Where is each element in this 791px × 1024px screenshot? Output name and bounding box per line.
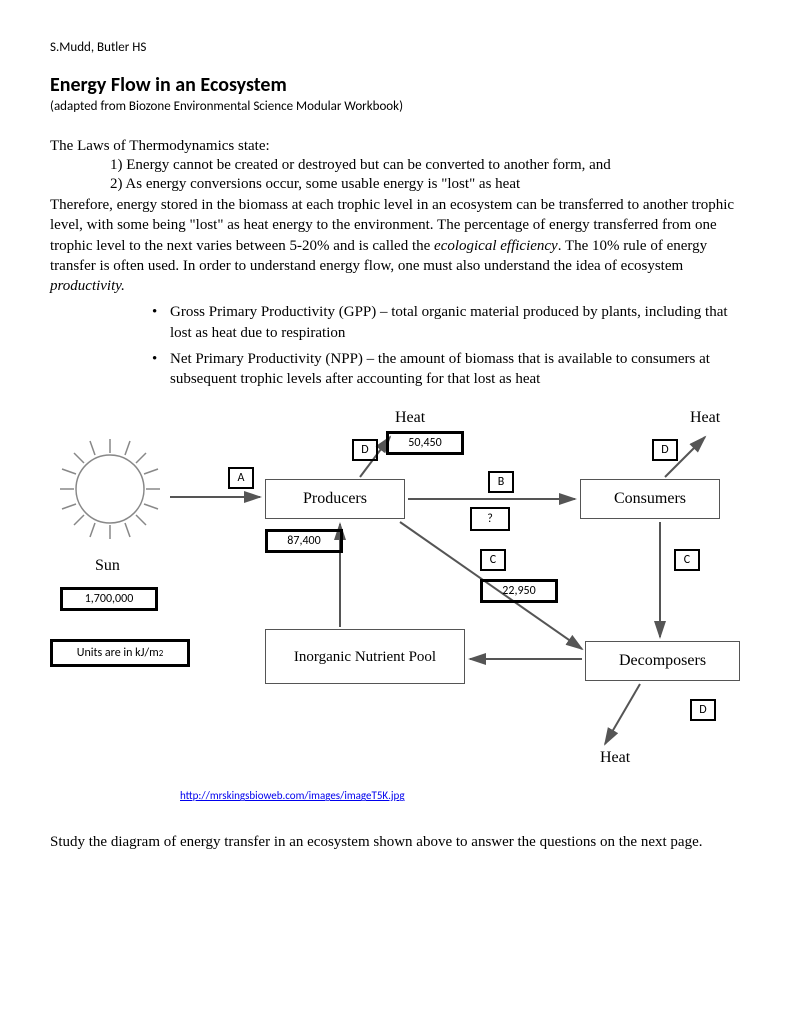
author-line: S.Mudd, Butler HS bbox=[50, 40, 741, 55]
bullet-gpp: Gross Primary Productivity (GPP) – total… bbox=[170, 302, 741, 343]
value-87400: 87,400 bbox=[265, 529, 343, 553]
source-link[interactable]: http://mrskingsbioweb.com/images/imageT5… bbox=[180, 789, 741, 802]
law-item-2: 2) As energy conversions occur, some usa… bbox=[110, 176, 741, 193]
label-d3: D bbox=[690, 699, 716, 721]
label-d1: D bbox=[352, 439, 378, 461]
units-sup: 2 bbox=[159, 648, 164, 659]
closing-text: Study the diagram of energy transfer in … bbox=[50, 832, 741, 852]
label-b: B bbox=[488, 471, 514, 493]
energy-flow-diagram: Sun Producers Consumers Inorganic Nutrie… bbox=[50, 409, 740, 779]
label-a: A bbox=[228, 467, 254, 489]
term-productivity: productivity. bbox=[50, 278, 125, 294]
bullet-npp: Net Primary Productivity (NPP) – the amo… bbox=[170, 349, 741, 390]
page-subtitle: (adapted from Biozone Environmental Scie… bbox=[50, 99, 741, 114]
body-paragraph: Therefore, energy stored in the biomass … bbox=[50, 195, 741, 296]
units-main: kJ/m bbox=[135, 646, 159, 660]
page-title: Energy Flow in an Ecosystem bbox=[50, 73, 741, 97]
units-prefix: Units are in bbox=[77, 646, 133, 660]
laws-intro: The Laws of Thermodynamics state: bbox=[50, 138, 741, 155]
value-1700000: 1,700,000 bbox=[60, 587, 158, 611]
label-question: ? bbox=[470, 507, 510, 531]
term-ecological-efficiency: ecological efficiency bbox=[434, 238, 558, 254]
label-c1: C bbox=[480, 549, 506, 571]
bullet-list: Gross Primary Productivity (GPP) – total… bbox=[170, 302, 741, 389]
value-50450: 50,450 bbox=[386, 431, 464, 455]
law-item-1: 1) Energy cannot be created or destroyed… bbox=[110, 157, 741, 174]
label-c2: C bbox=[674, 549, 700, 571]
units-box: Units are in kJ/m2 bbox=[50, 639, 190, 667]
value-22950: 22,950 bbox=[480, 579, 558, 603]
label-d2: D bbox=[652, 439, 678, 461]
